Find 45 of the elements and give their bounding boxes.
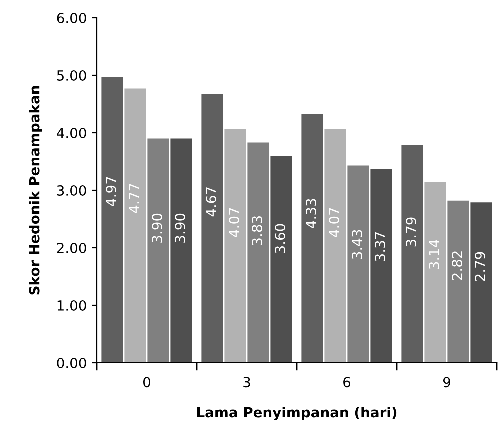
bar xyxy=(402,145,424,363)
y-tick-label: 3.00 xyxy=(57,185,86,196)
data-label: 4.07 xyxy=(329,208,340,238)
data-label: 2.82 xyxy=(452,252,463,280)
bar xyxy=(202,94,224,363)
data-label: 4.67 xyxy=(206,188,217,217)
bar xyxy=(148,138,170,363)
x-tick-label: 6 xyxy=(344,377,351,388)
data-label: 2.79 xyxy=(475,252,486,282)
data-label: 3.90 xyxy=(152,214,163,243)
bar xyxy=(102,77,124,363)
data-label: 3.37 xyxy=(375,232,386,262)
bar xyxy=(370,169,392,363)
y-tick-label: 0.00 xyxy=(57,358,86,368)
bar xyxy=(248,142,270,363)
y-axis-title: Skor Hedonik Penampakan xyxy=(29,86,42,295)
data-label: 4.97 xyxy=(106,177,117,206)
x-tick-label: 0 xyxy=(143,377,150,388)
data-label: 3.14 xyxy=(429,240,440,270)
y-tick-label: 6.00 xyxy=(57,12,86,24)
bar xyxy=(270,156,292,363)
bar xyxy=(302,114,324,363)
x-tick-label: 9 xyxy=(443,377,450,388)
bar xyxy=(424,182,446,363)
y-tick-label: 4.00 xyxy=(57,128,86,138)
bar xyxy=(470,202,492,363)
bar xyxy=(224,128,246,363)
y-tick-label: 1.00 xyxy=(58,300,86,311)
y-tick-label: 5.00 xyxy=(57,70,86,81)
bar xyxy=(124,88,146,363)
data-label: 4.07 xyxy=(229,208,240,238)
data-label: 3.79 xyxy=(406,218,417,247)
bar xyxy=(170,138,192,363)
x-tick-label: 3 xyxy=(244,377,250,388)
data-label: 4.33 xyxy=(306,199,317,228)
y-tick-label: 2.00 xyxy=(57,242,86,254)
bar xyxy=(448,200,470,363)
data-label: 3.60 xyxy=(275,224,286,254)
data-label: 3.83 xyxy=(252,216,263,246)
x-axis-title: Lama Penyimpanan (hari) xyxy=(198,406,397,421)
data-label: 3.43 xyxy=(352,230,363,260)
bar xyxy=(324,128,346,363)
data-label: 4.77 xyxy=(129,184,140,214)
bar xyxy=(348,166,370,363)
data-label: 3.90 xyxy=(175,214,186,243)
